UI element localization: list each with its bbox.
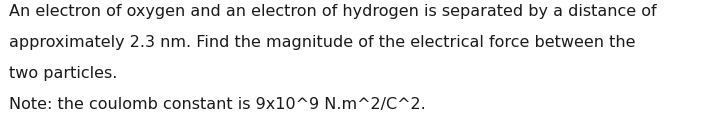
- Text: two particles.: two particles.: [9, 66, 117, 81]
- Text: approximately 2.3 nm. Find the magnitude of the electrical force between the: approximately 2.3 nm. Find the magnitude…: [9, 35, 635, 50]
- Text: Note: the coulomb constant is 9x10^9 N.m^2/C^2.: Note: the coulomb constant is 9x10^9 N.m…: [9, 97, 426, 112]
- Text: An electron of oxygen and an electron of hydrogen is separated by a distance of: An electron of oxygen and an electron of…: [9, 4, 657, 19]
